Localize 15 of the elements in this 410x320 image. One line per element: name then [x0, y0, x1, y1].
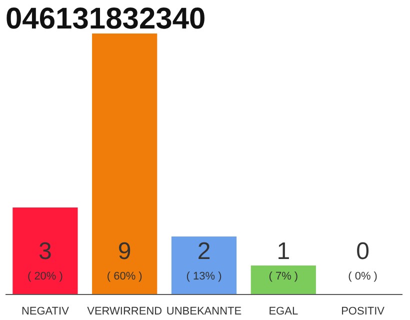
bar — [250, 266, 316, 294]
data-label: 0 ( 0% ) — [348, 238, 378, 282]
bar — [12, 208, 78, 294]
data-label: 1 ( 7% ) — [268, 238, 298, 282]
x-tick-label: UNBEKANNTE — [166, 306, 242, 318]
data-label: 9 ( 60% ) — [106, 238, 142, 282]
data-label: 2 ( 13% ) — [186, 238, 222, 282]
data-label: 3 ( 20% ) — [27, 238, 63, 282]
x-tick-label: NEGATIV — [21, 306, 70, 318]
x-tick-label: POSITIV — [341, 306, 386, 318]
x-tick-label: VERWIRREND — [87, 306, 162, 318]
bar — [92, 34, 158, 294]
bar — [171, 236, 237, 294]
x-tick-label: EGAL — [268, 306, 298, 318]
chart-title: 046131832340 — [6, 2, 206, 36]
